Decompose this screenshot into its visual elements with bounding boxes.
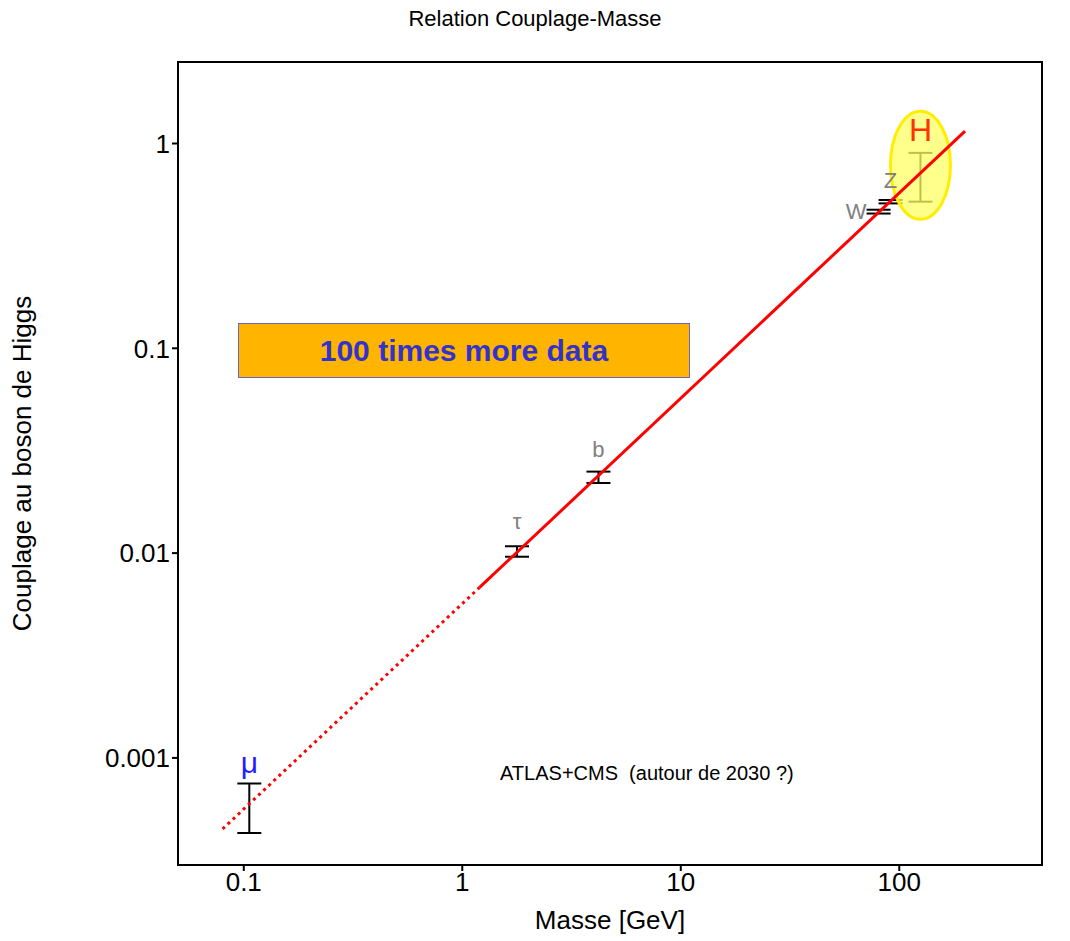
html-text:100 times more data: 100 times more data — [319, 333, 609, 367]
svg-text:0.01: 0.01 — [119, 538, 170, 568]
html-text:Relation Couplage-Masse: Relation Couplage-Masse — [408, 6, 662, 31]
svg-text:Z: Z — [884, 168, 897, 193]
svg-text:H: H — [909, 112, 932, 148]
svg-text:τ: τ — [513, 509, 522, 534]
svg-text:1: 1 — [455, 867, 469, 897]
svg-text:0.001: 0.001 — [105, 743, 170, 773]
svg-text:10: 10 — [666, 867, 695, 897]
svg-text:Couplage au boson de Higgs: Couplage au boson de Higgs — [7, 296, 37, 631]
svg-text:1: 1 — [156, 129, 170, 159]
svg-text:100: 100 — [878, 867, 921, 897]
svg-text:0.1: 0.1 — [226, 867, 262, 897]
html-text:ATLAS+CMS (autour de 2030 ?): ATLAS+CMS (autour de 2030 ?) — [500, 762, 794, 784]
svg-text:0.1: 0.1 — [134, 334, 170, 364]
svg-text:μ: μ — [241, 746, 258, 779]
svg-text:Masse [GeV]: Masse [GeV] — [535, 905, 685, 935]
svg-text:b: b — [592, 437, 604, 462]
svg-text:W: W — [846, 199, 867, 224]
